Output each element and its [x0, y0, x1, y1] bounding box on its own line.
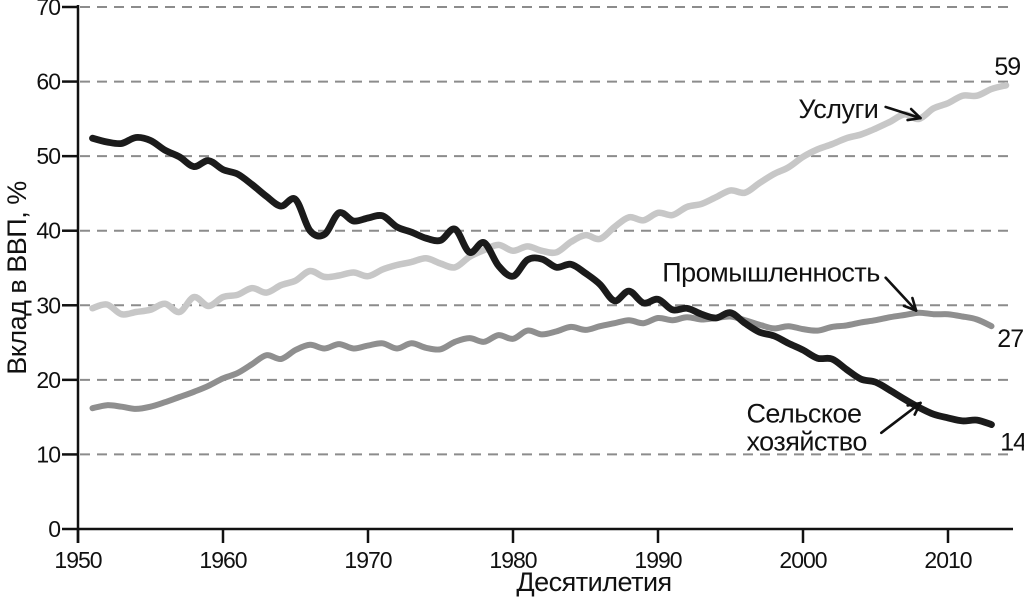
y-tick-label-60: 60: [36, 69, 60, 95]
x-tick-label-2000: 2000: [779, 547, 826, 573]
series-line-agriculture: [89, 134, 995, 428]
y-tick-label-50: 50: [36, 143, 60, 169]
agriculture-label-text-line-1: Сельское: [746, 398, 861, 428]
series-line-services: [89, 82, 1010, 318]
industry-label: Промышленность: [662, 257, 918, 312]
y-tick-label-20: 20: [36, 367, 60, 393]
y-tick-label-0: 0: [48, 516, 60, 542]
end-value-27: 27: [997, 325, 1023, 353]
x-tick-label-1980: 1980: [489, 547, 536, 573]
industry-label-text-line-1: Промышленность: [662, 257, 880, 287]
services-label: Услуги: [798, 94, 922, 124]
industry-label-arrow: [884, 276, 918, 312]
agriculture-label-text-line-2: хозяйство: [746, 426, 866, 456]
end-value-14: 14: [1000, 429, 1024, 457]
y-tick-label-10: 10: [36, 441, 60, 467]
y-tick-label-70: 70: [36, 0, 60, 20]
y-tick-label-30: 30: [36, 292, 60, 318]
y-tick-label-40: 40: [36, 218, 60, 244]
x-tick-label-1990: 1990: [634, 547, 681, 573]
y-axis-title: Вклад в ВВП, %: [2, 181, 32, 375]
end-value-59: 59: [994, 53, 1020, 81]
x-tick-label-2010: 2010: [924, 547, 971, 573]
x-axis-title: Десятилетия: [516, 567, 671, 597]
ticks: 0 10 20 30 40 50 60 70 1950 1960 1970 1980 1990 2000 2…: [36, 0, 972, 573]
series-lines: [89, 82, 1010, 428]
x-tick-label-1970: 1970: [344, 547, 391, 573]
agriculture-label-arrow: [879, 401, 922, 435]
end-value-labels: 59 27 14: [994, 53, 1024, 457]
services-label-arrow: [884, 105, 922, 122]
axis-titles: Вклад в ВВП, % Десятилетия: [2, 181, 672, 597]
services-label-text-line-1: Услуги: [798, 94, 878, 124]
series-line-industry: [89, 309, 995, 412]
x-tick-label-1950: 1950: [54, 547, 101, 573]
x-tick-label-1960: 1960: [199, 547, 246, 573]
gridlines: [80, 6, 1012, 456]
